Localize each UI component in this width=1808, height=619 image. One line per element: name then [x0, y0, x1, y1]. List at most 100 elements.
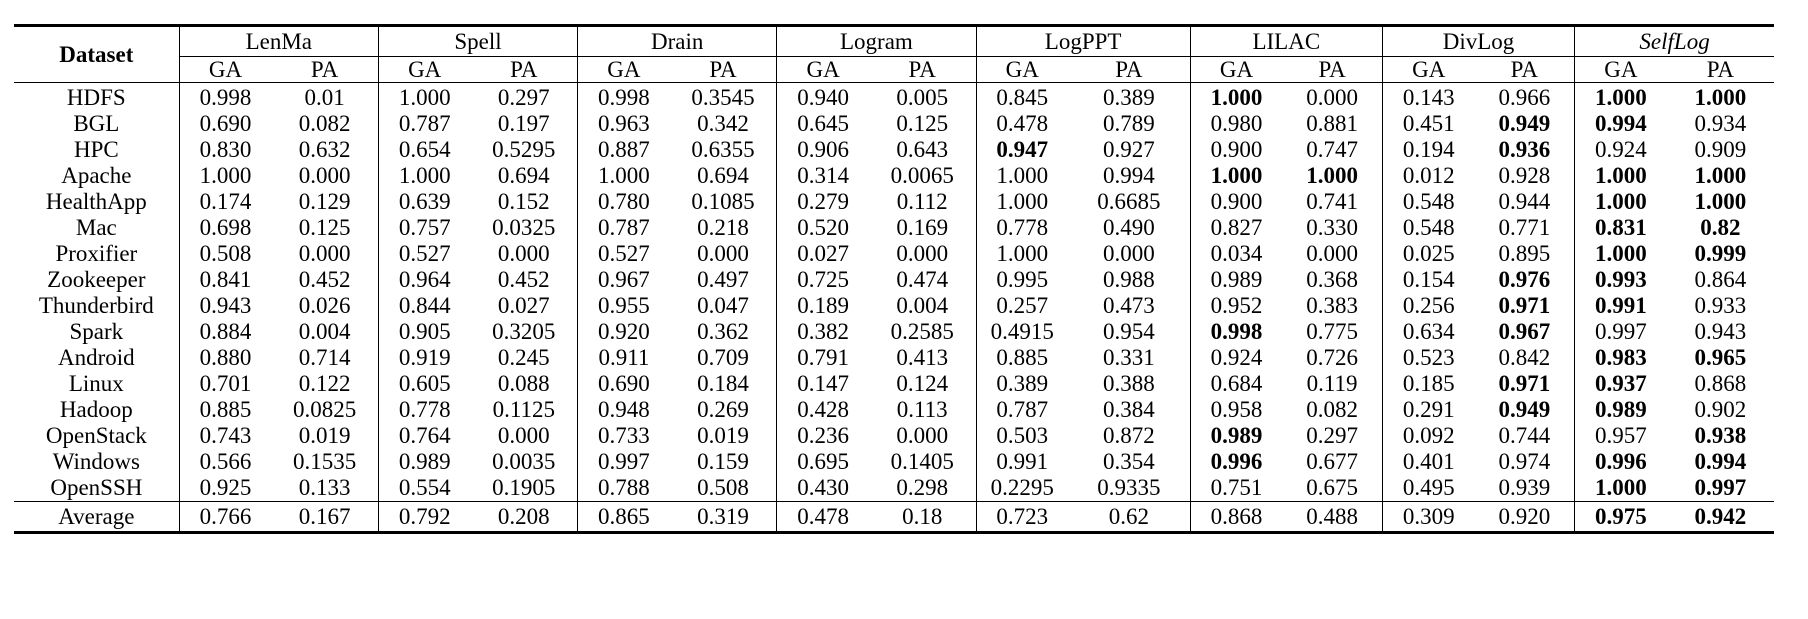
value-cell: 0.478	[975, 111, 1069, 137]
value-cell: 0.885	[178, 397, 272, 423]
value-cell: 0.955	[577, 293, 670, 319]
value-cell: 0.354	[1103, 449, 1155, 474]
value-cell: 0.723	[975, 501, 1069, 534]
value-cell: 0.919	[377, 345, 471, 371]
sub-header-pa: PA	[1666, 56, 1774, 83]
value-cell: 0.920	[577, 319, 670, 345]
dataset-name-cell: Spark	[69, 319, 124, 344]
value-cell: 0.523	[1381, 345, 1475, 371]
value-cell: 0.125	[896, 111, 949, 136]
value-cell: 0.566	[178, 449, 272, 475]
value-cell: 0.004	[298, 319, 351, 344]
value-cell: 0.478	[776, 501, 869, 534]
value-cell: 0.133	[298, 475, 351, 500]
value-cell: 0.989	[1574, 397, 1667, 423]
value-cell: 0.684	[1189, 371, 1283, 397]
sub-header-ga: GA	[1574, 56, 1667, 83]
value-cell: 1.000	[1694, 85, 1747, 110]
value-cell: 0.413	[896, 345, 949, 370]
value-cell: 0.129	[298, 189, 351, 214]
value-cell: 0.384	[1103, 397, 1155, 422]
dataset-name-cell: Proxifier	[55, 241, 138, 266]
value-cell: 0.047	[697, 293, 749, 318]
value-cell: 0.887	[577, 137, 670, 163]
value-cell: 0.000	[497, 423, 550, 448]
dataset-name-cell: Hadoop	[59, 397, 133, 422]
value-cell: 0.924	[1189, 345, 1283, 371]
value-cell: 0.527	[377, 241, 471, 267]
value-cell: 0.881	[1306, 111, 1358, 136]
value-cell: 0.319	[669, 501, 777, 534]
table-row: HPC 0.830 0.632 0.654 0.5295 0.887 0.6355 0.906…	[14, 137, 1774, 163]
value-cell: 0.868	[1694, 371, 1747, 396]
value-cell: 0.026	[298, 293, 351, 318]
method-header-lilac: LILAC	[1189, 24, 1383, 57]
value-cell: 0.490	[1103, 215, 1155, 240]
dataset-name-cell: HealthApp	[45, 189, 147, 214]
value-cell: 0.949	[1498, 397, 1551, 422]
value-cell: 0.845	[975, 82, 1069, 111]
value-cell: 0.965	[1694, 345, 1747, 370]
value-cell: 0.554	[377, 475, 471, 502]
value-cell: 0.885	[975, 345, 1069, 371]
value-cell: 0.331	[1103, 345, 1155, 370]
table-row: Proxifier 0.508 0.000 0.527 0.000 0.527 0.000 0…	[14, 241, 1774, 267]
value-cell: 0.939	[1498, 475, 1551, 500]
value-cell: 0.342	[697, 111, 749, 136]
value-cell: 1.000	[1574, 82, 1667, 111]
value-cell: 0.872	[1103, 423, 1155, 448]
value-cell: 0.2295	[975, 475, 1069, 502]
value-cell: 0.297	[1306, 423, 1358, 448]
value-cell: 0.865	[577, 501, 670, 534]
value-cell: 0.495	[1381, 475, 1475, 502]
value-cell: 1.000	[1306, 163, 1358, 188]
value-cell: 0.124	[896, 371, 949, 396]
value-cell: 0.125	[298, 215, 351, 240]
value-cell: 0.694	[497, 163, 550, 188]
value-cell: 0.605	[377, 371, 471, 397]
sub-header-pa: PA	[470, 56, 578, 83]
table-row: Spark 0.884 0.004 0.905 0.3205 0.920 0.362 0.38…	[14, 319, 1774, 345]
value-cell: 0.119	[1306, 371, 1358, 396]
value-cell: 0.194	[1381, 137, 1475, 163]
table-row: Android 0.880 0.714 0.919 0.245 0.911 0.709 0.7…	[14, 345, 1774, 371]
value-cell: 0.947	[975, 137, 1069, 163]
value-cell: 0.902	[1694, 397, 1747, 422]
value-cell: 0.747	[1306, 137, 1358, 162]
sub-header-pa: PA	[1068, 56, 1191, 83]
value-cell: 0.389	[975, 371, 1069, 397]
value-cell: 0.989	[377, 449, 471, 475]
value-cell: 0.159	[697, 449, 749, 474]
value-cell: 0.911	[577, 345, 670, 371]
dataset-name-cell: Zookeeper	[47, 267, 146, 292]
value-cell: 0.1535	[292, 449, 357, 474]
value-cell: 0.1905	[492, 475, 556, 500]
value-cell: 0.1125	[492, 397, 555, 422]
results-table: Dataset LenMa Spell Drain Logram LogPPT …	[14, 24, 1774, 534]
value-cell: 0.778	[377, 397, 471, 423]
value-cell: 0.952	[1189, 293, 1283, 319]
value-cell: 0.000	[896, 241, 949, 266]
table-row: Average 0.766 0.167 0.792 0.208 0.865 0.319 0.4…	[14, 501, 1774, 534]
value-cell: 0.989	[1189, 423, 1283, 449]
value-cell: 0.909	[1694, 137, 1747, 162]
dataset-name-cell: HPC	[73, 137, 119, 162]
dataset-name-cell: Linux	[68, 371, 124, 396]
value-cell: 0.937	[1574, 371, 1667, 397]
value-cell: 0.245	[497, 345, 550, 370]
value-cell: 1.000	[1574, 163, 1667, 189]
value-cell: 0.000	[298, 163, 351, 188]
value-cell: 1.000	[975, 189, 1069, 215]
value-cell: 0.963	[577, 111, 670, 137]
method-header-lenma: LenMa	[178, 24, 379, 57]
table-row: HealthApp 0.174 0.129 0.639 0.152 0.780 0.1085…	[14, 189, 1774, 215]
value-cell: 0.082	[1306, 397, 1358, 422]
value-cell: 0.088	[497, 371, 550, 396]
table-row: Apache 1.000 0.000 1.000 0.694 1.000 0.694 0.31…	[14, 163, 1774, 189]
value-cell: 0.997	[577, 449, 670, 475]
value-cell: 0.82	[1700, 215, 1741, 240]
value-cell: 0.787	[577, 215, 670, 241]
dataset-name-cell: Apache	[61, 163, 132, 188]
table-row: HDFS 0.998 0.01 1.000 0.297 0.998 0.3545 0.940 0…	[14, 82, 1774, 111]
value-cell: 0.971	[1498, 293, 1551, 318]
